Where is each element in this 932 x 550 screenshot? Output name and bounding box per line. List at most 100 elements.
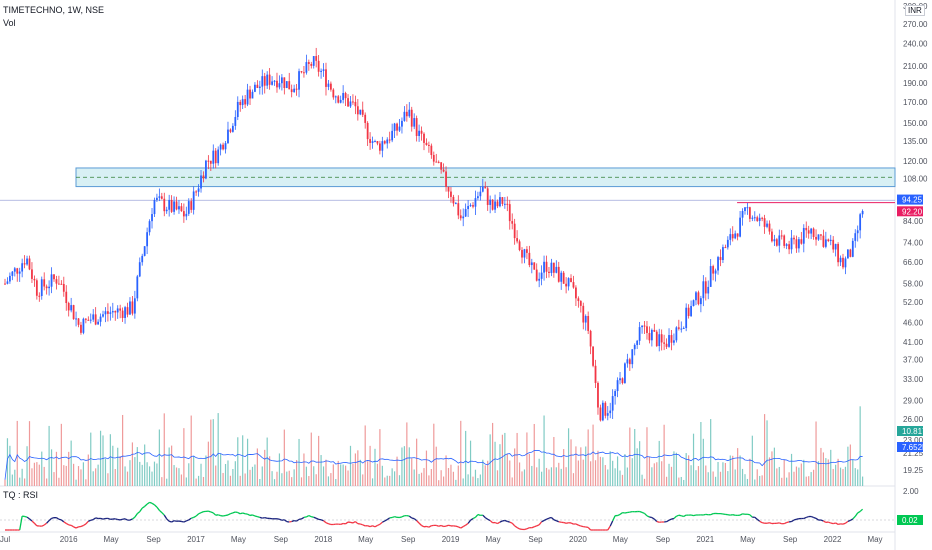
volume-bar: [538, 458, 540, 486]
currency-badge[interactable]: INR: [905, 5, 925, 16]
candle-body: [366, 122, 369, 140]
candle-body: [771, 231, 773, 242]
rsi-line-segment: [240, 512, 243, 515]
rsi-line-segment: [308, 514, 312, 518]
rsi-line-segment: [166, 518, 170, 522]
time-tick-label: 2021: [696, 535, 714, 544]
candle-body: [562, 272, 565, 284]
candle-body: [479, 191, 482, 197]
candle-body: [682, 328, 685, 330]
candle-body: [40, 279, 43, 296]
candle-body: [344, 93, 347, 99]
candle-body: [722, 247, 724, 261]
volume-bar: [55, 451, 58, 486]
candle-body: [82, 318, 85, 333]
candle-body: [131, 301, 134, 314]
volume-bar: [788, 472, 790, 486]
rsi-line-segment: [19, 516, 23, 531]
volume-bar: [95, 468, 97, 486]
rsi-line-segment: [384, 518, 388, 522]
candle-body: [170, 200, 173, 212]
candle-body: [452, 196, 455, 204]
rsi-line-segment: [350, 521, 354, 524]
price-tick-label: 52.00: [903, 298, 924, 307]
candle-body: [692, 300, 695, 306]
volume-bar: [781, 477, 783, 486]
volume-bar: [161, 477, 163, 486]
candle-body: [425, 142, 428, 145]
time-tick-label: 2019: [442, 535, 460, 544]
candle-body: [87, 319, 90, 321]
volume-bar: [553, 436, 555, 486]
candle-body: [815, 236, 817, 240]
rsi-line-segment: [70, 524, 74, 528]
candle-body: [151, 214, 153, 222]
rsi-line-segment: [810, 515, 814, 519]
volume-bar: [220, 453, 222, 486]
volume-bar: [443, 476, 445, 486]
candle-body: [633, 344, 636, 350]
candle-body: [354, 101, 357, 107]
candle-body: [530, 262, 533, 266]
volume-bar: [732, 455, 734, 486]
volume-bar: [445, 455, 447, 486]
candle-body: [597, 382, 599, 408]
candle-body: [856, 230, 859, 234]
rsi-line-segment: [154, 504, 158, 508]
volume-bar: [614, 468, 616, 486]
candle-body: [491, 199, 494, 210]
rsi-line-segment: [779, 522, 782, 525]
candle-body: [548, 271, 550, 274]
rsi-line-segment: [313, 516, 317, 519]
time-tick-label: Jul: [0, 535, 10, 544]
volume-bar: [207, 441, 209, 486]
rsi-last-tag-bg: [897, 515, 923, 525]
price-tick-label: 240.00: [903, 40, 928, 49]
volume-bar: [112, 445, 114, 486]
candle-body: [829, 239, 832, 242]
rsi-line-segment: [65, 522, 70, 526]
candle-body: [506, 203, 509, 205]
volume-bar: [616, 456, 619, 486]
volume-bar: [575, 446, 577, 486]
rsi-line-segment: [24, 515, 28, 518]
volume-bar: [680, 476, 682, 486]
rsi-line-segment: [146, 501, 150, 505]
volume-bar: [496, 470, 499, 486]
candle-body: [739, 217, 741, 237]
volume-bar: [63, 465, 65, 486]
candle-body: [310, 63, 313, 66]
candle-body: [347, 98, 349, 107]
candle-body: [107, 311, 109, 314]
rsi-line-segment: [323, 520, 327, 524]
volume-bar: [234, 461, 236, 486]
candle-body: [780, 235, 783, 237]
candle-body: [516, 238, 519, 242]
rsi-line-segment: [783, 521, 787, 525]
rsi-line-segment: [75, 526, 79, 529]
rsi-line-segment: [259, 516, 263, 519]
volume-bar: [582, 459, 584, 486]
volume-bar: [242, 435, 244, 486]
volume-bar: [396, 456, 398, 486]
volume-bar: [484, 465, 486, 486]
volume-bar: [678, 477, 680, 486]
rsi-line-segment: [656, 520, 660, 523]
rsi-line-segment: [786, 521, 790, 524]
rsi-line-segment: [683, 514, 687, 518]
volume-bar: [58, 477, 60, 486]
time-tick-label: Sep: [656, 535, 671, 544]
candle-body: [9, 275, 11, 282]
candle-body: [165, 209, 168, 212]
rsi-line-segment: [163, 514, 168, 520]
candle-body: [494, 201, 496, 210]
candle-body: [756, 217, 759, 221]
candle-body: [62, 283, 65, 292]
rsi-line-segment: [739, 513, 743, 516]
rsi-line-segment: [458, 526, 462, 529]
candle-body: [18, 271, 21, 274]
rsi-line-segment: [762, 522, 765, 524]
candle-body: [628, 359, 631, 365]
volume-bar: [249, 469, 251, 486]
